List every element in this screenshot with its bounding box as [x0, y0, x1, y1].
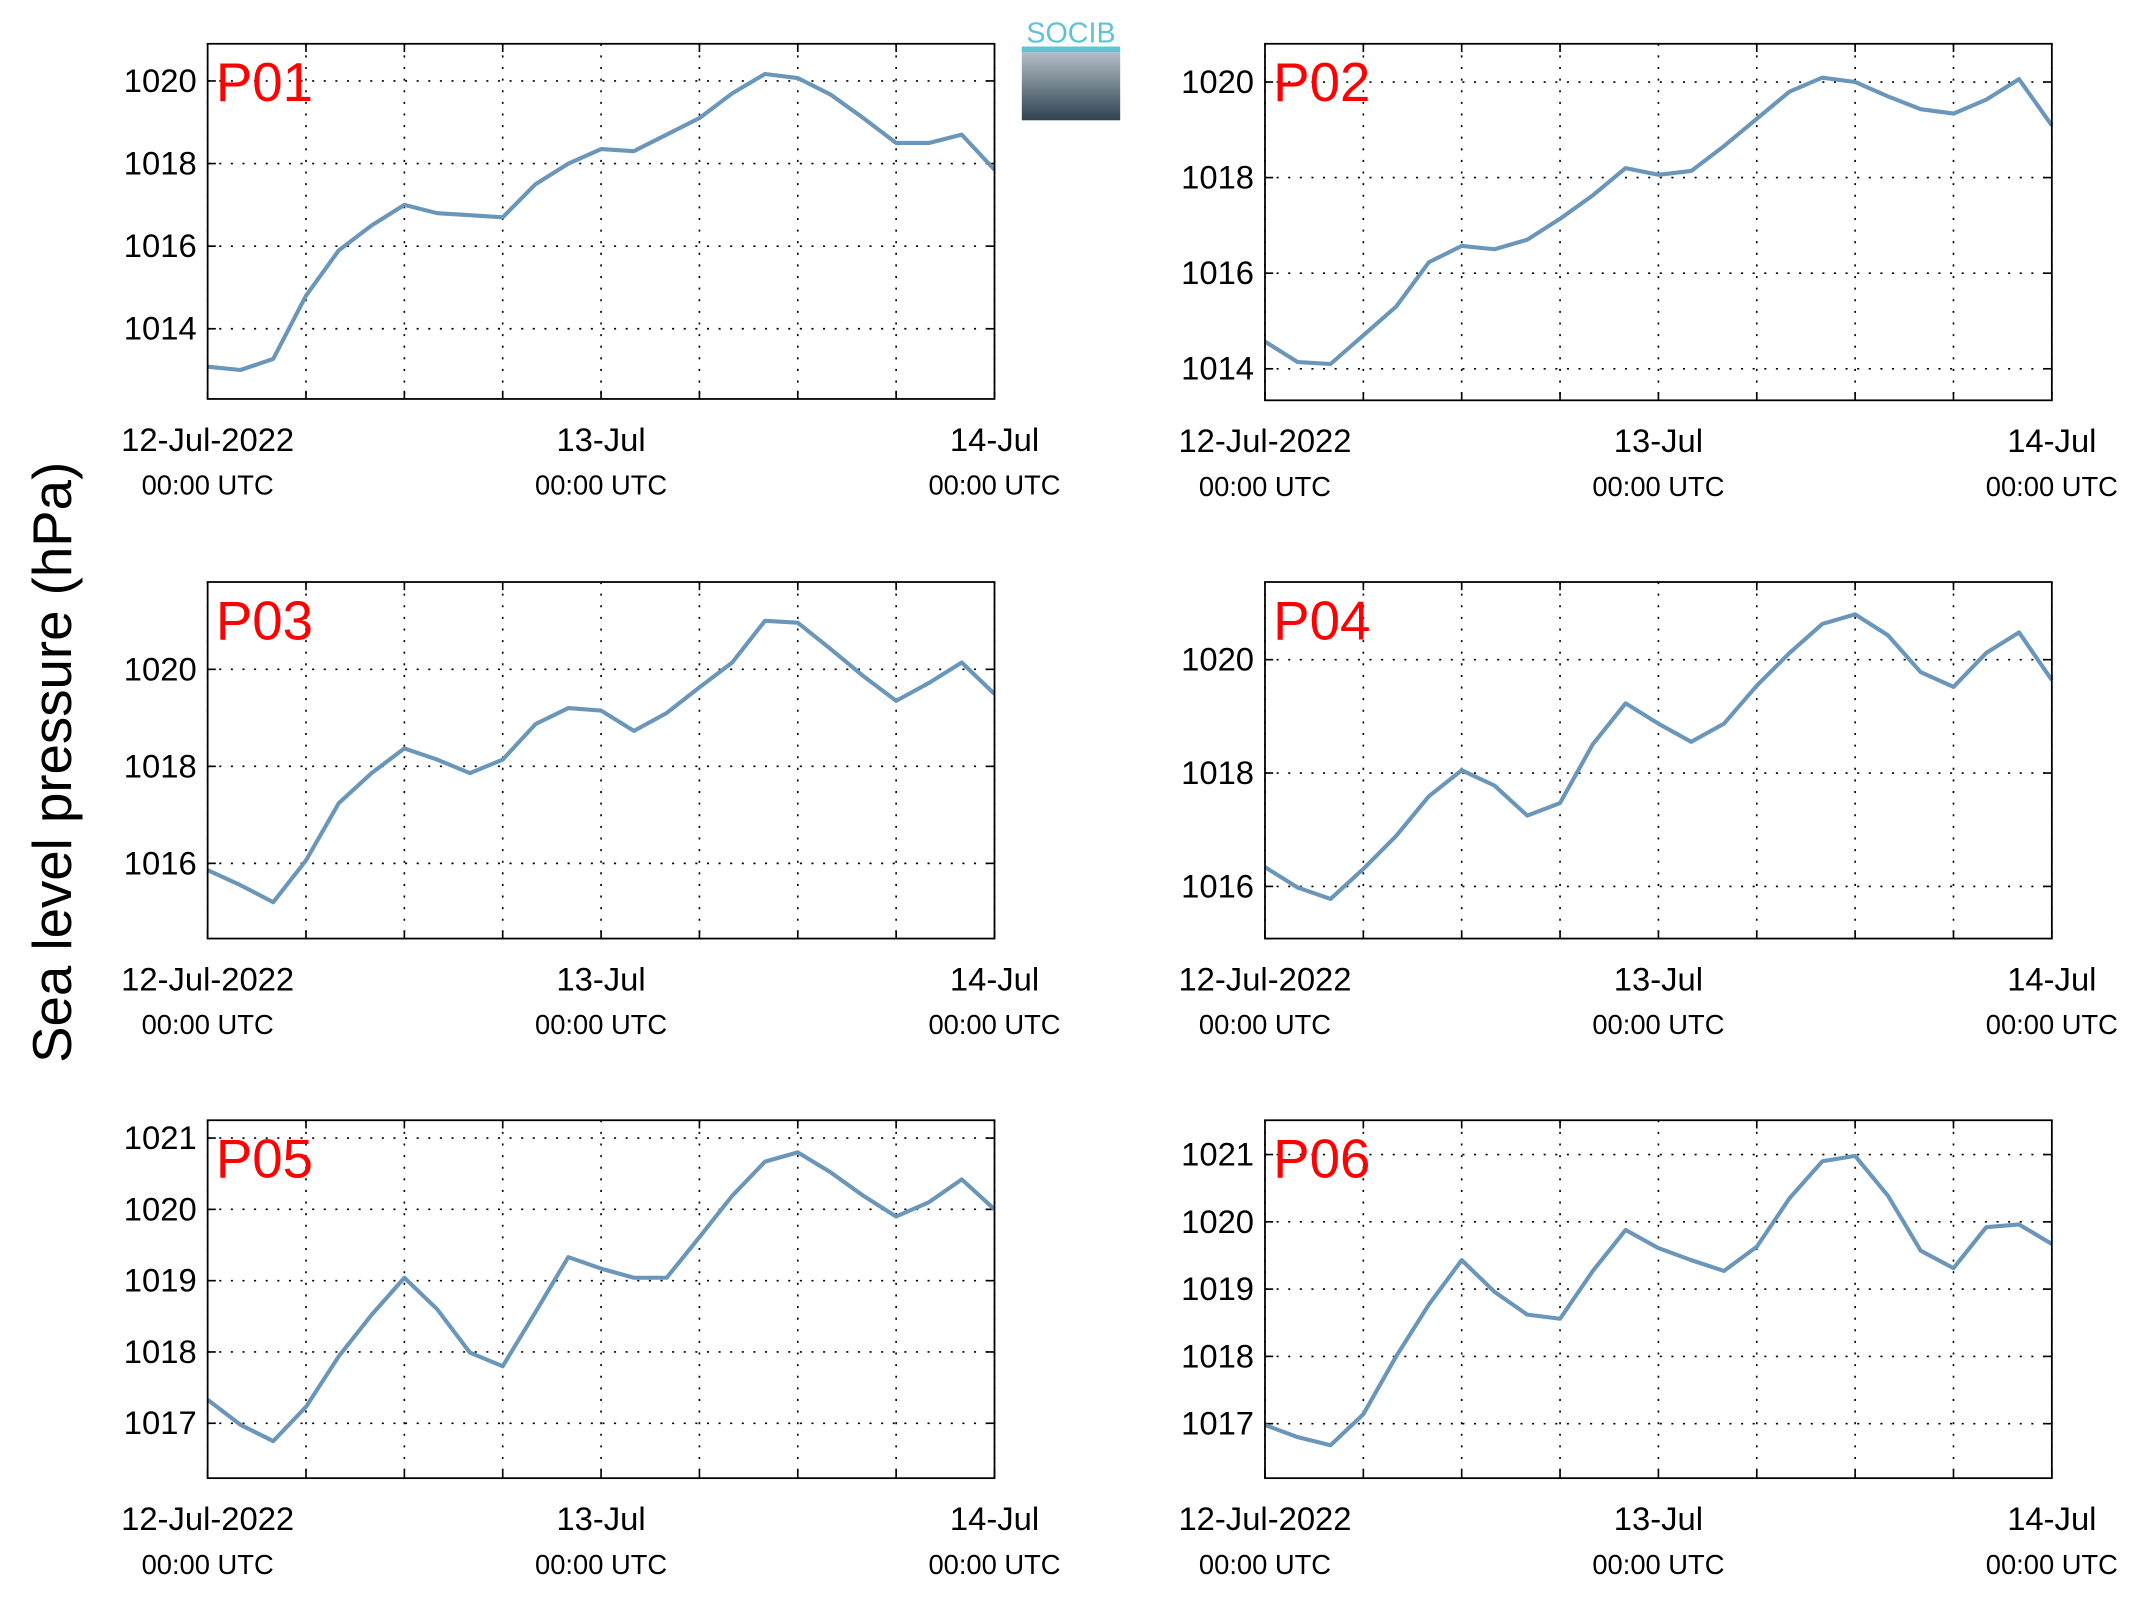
- y-tick-label: 1018: [1181, 1337, 1254, 1374]
- x-tick-sublabel: 00:00 UTC: [1986, 1009, 2118, 1040]
- y-axis-label: Sea level pressure (hPa): [22, 462, 83, 1063]
- logo: SOCIB: [1021, 17, 1121, 121]
- x-tick-label: 12-Jul-2022: [1178, 1500, 1351, 1537]
- plot-frame: [1264, 1119, 2053, 1480]
- x-tick-sublabel: 00:00 UTC: [535, 1549, 667, 1580]
- y-tick-label: 1020: [124, 1190, 197, 1227]
- panel: 1014 1016 1018 1020 12-Jul-2022 00:00 UTC 13-J…: [1178, 42, 2118, 502]
- panel-title: P02: [1273, 52, 1370, 113]
- x-tick-sublabel: 00:00 UTC: [928, 470, 1060, 501]
- panel-title: P01: [216, 52, 313, 113]
- y-tick-label: 1020: [124, 650, 197, 687]
- y-tick-label: 1020: [124, 62, 197, 99]
- plot-frame: [206, 1119, 996, 1480]
- x-tick-sublabel: 00:00 UTC: [1199, 471, 1331, 502]
- y-tick-label: 1018: [124, 1333, 197, 1370]
- x-tick-label: 14-Jul: [2007, 960, 2096, 997]
- x-tick-label: 13-Jul: [556, 960, 645, 997]
- data-line: [207, 71, 996, 373]
- y-tick-label: 1019: [124, 1262, 197, 1299]
- x-tick-sublabel: 00:00 UTC: [928, 1009, 1060, 1040]
- x-tick-label: 14-Jul: [950, 421, 1039, 458]
- data-line: [206, 1150, 996, 1444]
- y-tick-label: 1018: [124, 747, 197, 784]
- y-tick-label: 1020: [1181, 1203, 1254, 1240]
- panel-title: P04: [1273, 590, 1370, 651]
- x-tick-label: 13-Jul: [1614, 960, 1703, 997]
- logo-text: SOCIB: [1026, 17, 1115, 49]
- x-tick-sublabel: 00:00 UTC: [1986, 471, 2118, 502]
- x-tick-sublabel: 00:00 UTC: [1592, 1549, 1724, 1580]
- y-tick-label: 1014: [124, 310, 197, 347]
- y-tick-label: 1016: [1181, 254, 1254, 291]
- plot-frame: [206, 581, 996, 940]
- x-tick-label: 13-Jul: [556, 1500, 645, 1537]
- x-tick-label: 12-Jul-2022: [121, 421, 294, 458]
- y-tick-label: 1016: [1181, 867, 1254, 904]
- plot-frame: [1264, 581, 2053, 940]
- panel: 1016 1018 1020 12-Jul-2022 00:00 UTC 13-Jul 00…: [121, 581, 1061, 1040]
- x-tick-sublabel: 00:00 UTC: [535, 470, 667, 501]
- panel: 1017 1018 1019 1020 1021 12-Jul-2022 00:00 UTC…: [121, 1119, 1060, 1580]
- x-tick-label: 14-Jul: [950, 1500, 1039, 1537]
- x-tick-label: 12-Jul-2022: [1178, 422, 1351, 459]
- panel-title: P05: [216, 1129, 313, 1190]
- x-tick-label: 14-Jul: [2007, 1500, 2096, 1537]
- y-tick-label: 1019: [1181, 1270, 1254, 1307]
- y-tick-label: 1018: [1181, 159, 1254, 196]
- plot-frame: [206, 42, 996, 400]
- x-tick-label: 13-Jul: [1614, 1500, 1703, 1537]
- y-tick-label: 1020: [1181, 641, 1254, 678]
- panel-title: P06: [1273, 1129, 1370, 1190]
- x-tick-sublabel: 00:00 UTC: [1592, 471, 1724, 502]
- x-tick-sublabel: 00:00 UTC: [142, 1009, 274, 1040]
- data-line: [1264, 1153, 2053, 1448]
- logo-box: [1021, 49, 1121, 121]
- y-tick-label: 1017: [124, 1404, 197, 1441]
- logo-wave: [1021, 46, 1121, 52]
- x-tick-sublabel: 00:00 UTC: [535, 1009, 667, 1040]
- y-tick-label: 1018: [124, 144, 197, 181]
- x-tick-label: 12-Jul-2022: [1178, 960, 1351, 997]
- x-tick-label: 13-Jul: [1614, 422, 1703, 459]
- y-tick-label: 1020: [1181, 63, 1254, 100]
- data-line: [1263, 612, 2054, 901]
- data-line: [206, 618, 996, 905]
- x-tick-sublabel: 00:00 UTC: [1592, 1009, 1724, 1040]
- panel: 1016 1018 1020 12-Jul-2022 00:00 UTC 13-Jul 00…: [1178, 581, 2118, 1040]
- x-tick-label: 14-Jul: [2007, 422, 2096, 459]
- y-tick-label: 1017: [1181, 1405, 1254, 1442]
- plot-frame: [1264, 42, 2053, 402]
- y-tick-label: 1021: [124, 1119, 197, 1156]
- data-line: [1263, 75, 2054, 367]
- y-tick-label: 1018: [1181, 754, 1254, 791]
- x-tick-sublabel: 00:00 UTC: [1986, 1549, 2118, 1580]
- x-tick-label: 12-Jul-2022: [121, 960, 294, 997]
- panel: 1014 1016 1018 1020 12-Jul-2022 00:00 UTC 13-J…: [121, 42, 1061, 501]
- x-tick-label: 14-Jul: [950, 960, 1039, 997]
- panel-title: P03: [216, 590, 313, 651]
- x-tick-label: 12-Jul-2022: [121, 1500, 294, 1537]
- x-tick-sublabel: 00:00 UTC: [142, 1549, 274, 1580]
- x-tick-sublabel: 00:00 UTC: [142, 470, 274, 501]
- x-tick-sublabel: 00:00 UTC: [1199, 1009, 1331, 1040]
- panel: 1017 1018 1019 1020 1021 12-Jul-2022 00:00 UTC…: [1178, 1119, 2118, 1580]
- x-tick-label: 13-Jul: [556, 421, 645, 458]
- y-tick-label: 1016: [124, 844, 197, 881]
- x-tick-sublabel: 00:00 UTC: [928, 1549, 1060, 1580]
- y-tick-label: 1016: [124, 227, 197, 264]
- y-tick-label: 1014: [1181, 350, 1254, 387]
- x-tick-sublabel: 00:00 UTC: [1199, 1549, 1331, 1580]
- y-tick-label: 1021: [1181, 1135, 1254, 1172]
